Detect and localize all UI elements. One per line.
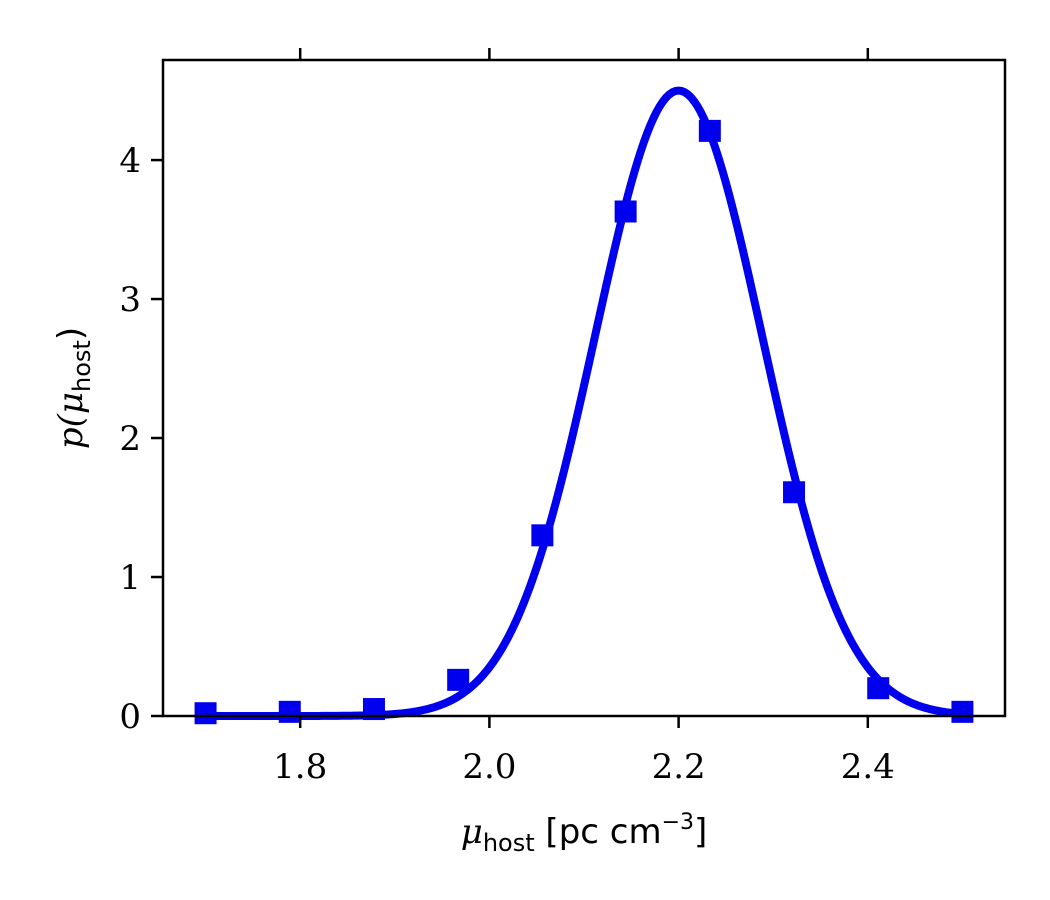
- x-label-unit-open: [pc cm: [535, 812, 662, 852]
- data-point: [194, 702, 217, 725]
- x-label-unit-close: ]: [694, 812, 707, 852]
- y-tick-label: 0: [119, 697, 141, 737]
- y-axis-ticks: 0 1 2 3 4: [119, 141, 163, 737]
- x-label-symbol: μ: [461, 812, 483, 852]
- x-axis-ticks: 1.8 2.0 2.2 2.4: [273, 48, 895, 787]
- curve-layer: [201, 86, 967, 720]
- data-point: [362, 698, 385, 721]
- data-point: [783, 481, 806, 504]
- y-tick-label: 4: [119, 141, 141, 181]
- plot-frame: [161, 58, 1007, 718]
- x-axis-label: μhost [pc cm−3]: [461, 810, 708, 857]
- data-point: [951, 700, 974, 723]
- data-point: [447, 668, 470, 691]
- y-tick-label: 3: [119, 280, 141, 320]
- y-axis-label: p(μhost): [51, 327, 96, 449]
- y-label-symbol: μ: [51, 392, 91, 414]
- x-label-unit-exponent: −3: [662, 810, 694, 835]
- x-tick-label: 2.4: [841, 747, 895, 787]
- data-point: [531, 524, 554, 547]
- x-tick-label: 2.0: [462, 747, 516, 787]
- y-tick-label: 1: [119, 558, 141, 598]
- x-tick-label: 1.8: [273, 747, 327, 787]
- data-point: [278, 700, 301, 723]
- x-label-subscript: host: [483, 829, 535, 857]
- data-point: [614, 200, 637, 223]
- data-point: [698, 119, 721, 142]
- y-label-suffix: ): [51, 327, 91, 340]
- x-tick-label: 2.2: [652, 747, 706, 787]
- y-label-prefix: p(: [51, 413, 91, 449]
- marker-layer: [194, 119, 974, 725]
- data-point: [867, 677, 890, 700]
- y-label-subscript: host: [68, 340, 96, 392]
- density-curve: [201, 86, 967, 720]
- y-tick-label: 2: [119, 419, 141, 459]
